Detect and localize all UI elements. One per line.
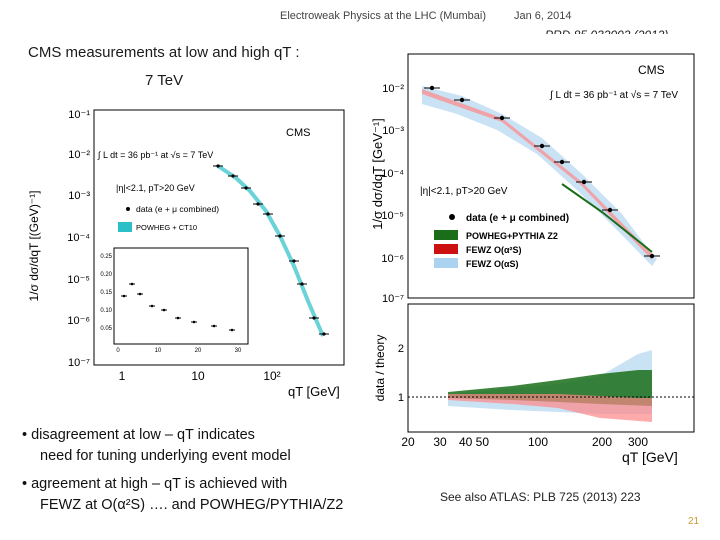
right-plot: 1/σ dσ/dqT [GeV⁻¹] data / theory qT [GeV…	[362, 34, 702, 474]
left-ytick: 10⁻⁶	[67, 315, 90, 327]
inset-ytick: 0.15	[100, 290, 112, 296]
left-xtick: 10²	[263, 369, 280, 383]
left-cms-label: CMS	[286, 127, 310, 139]
inset-xtick: 10	[155, 348, 162, 354]
header-event: Electroweak Physics at the LHC (Mumbai)	[280, 10, 487, 22]
right-legend-data: data (e + μ combined)	[466, 213, 569, 224]
left-xtick: 10	[191, 369, 205, 383]
left-data-points	[213, 164, 329, 336]
right-ylabel: 1/σ dσ/dqT [GeV⁻¹]	[370, 118, 385, 230]
right-legend-fewz2: FEWZ O(α²S)	[466, 245, 522, 255]
bullet-1-line2: need for tuning underlying event model	[40, 448, 291, 464]
header-date: Jan 6, 2014	[514, 10, 572, 22]
left-xtick: 1	[119, 369, 126, 383]
left-ylabel: 1/σ dσ/dqT [(GeV)⁻¹]	[27, 191, 41, 302]
bullet-2-line1: • agreement at high – qT is achieved wit…	[22, 476, 288, 492]
inset-xtick: 20	[195, 348, 202, 354]
left-plot: 1/σ dσ/dqT [(GeV)⁻¹] qT [GeV] 10⁻¹ 10⁻² …	[18, 96, 352, 408]
right-data-points	[424, 85, 660, 259]
right-ytick: 10⁻⁴	[381, 168, 404, 180]
left-plot-svg: 1/σ dσ/dqT [(GeV)⁻¹] qT [GeV] 10⁻¹ 10⁻² …	[27, 109, 345, 399]
right-legend-powheg: POWHEG+PYTHIA Z2	[466, 231, 558, 241]
right-ratio-fewz2-band	[448, 394, 652, 422]
left-cuts: |η|<2.1, pT>20 GeV	[116, 183, 195, 193]
right-ratio-ylabel: data / theory	[373, 335, 387, 402]
right-xtick: 20	[401, 435, 415, 449]
right-ratio-ytick: 1	[398, 392, 404, 404]
left-legend-powheg: POWHEG + CT10	[136, 223, 197, 232]
right-ratio-ytick: 2	[398, 343, 404, 355]
right-legend-data-marker	[449, 214, 455, 220]
slide-title: CMS measurements at low and high qT :	[28, 44, 300, 61]
left-powheg-band	[216, 164, 325, 337]
left-legend-data-marker	[126, 207, 130, 211]
inset-ytick: 0.10	[100, 308, 112, 314]
left-plot-frame	[93, 109, 345, 366]
right-cms-label: CMS	[638, 63, 665, 77]
right-legend-powheg-swatch	[434, 230, 458, 240]
right-xtick: 200	[592, 435, 612, 449]
right-xtick: 30	[433, 435, 447, 449]
inset-xtick: 30	[235, 348, 242, 354]
left-legend-data: data (e + μ combined)	[136, 204, 219, 214]
right-xtick: 300	[628, 435, 648, 449]
right-ratio-frame	[407, 303, 695, 433]
right-powheg-curve	[561, 183, 653, 253]
right-fewz1-band	[422, 86, 657, 266]
inset-ytick: 0.20	[100, 272, 112, 278]
bullet-2-line2: FEWZ at O(α²S) …. and POWHEG/PYTHIA/Z2	[40, 497, 344, 513]
right-ytick: 10⁻⁶	[381, 253, 404, 265]
inset-ytick: 0.25	[100, 254, 112, 260]
right-xtick: 100	[528, 435, 548, 449]
right-lumi: ∫ L dt = 36 pb⁻¹ at √s = 7 TeV	[549, 89, 678, 101]
right-legend-fewz1-swatch	[434, 258, 458, 268]
right-ytick: 10⁻²	[382, 83, 404, 95]
left-xlabel: qT [GeV]	[288, 384, 340, 399]
left-legend-powheg-swatch	[118, 222, 132, 232]
right-ytick: 10⁻³	[382, 125, 404, 137]
left-lumi: ∫ L dt = 36 pb⁻¹ at √s = 7 TeV	[97, 150, 213, 160]
right-main-frame	[407, 53, 695, 299]
left-ytick: 10⁻²	[68, 149, 90, 161]
right-xlabel: qT [GeV]	[622, 449, 678, 465]
right-ytick: 10⁻⁵	[381, 210, 404, 222]
inset-xtick: 0	[116, 348, 120, 354]
right-ytick: 10⁻⁷	[382, 293, 404, 305]
right-xtick: 40 50	[459, 435, 489, 449]
left-inset-points	[121, 282, 235, 332]
inset-ytick: 0.05	[100, 326, 112, 332]
left-ytick: 10⁻³	[68, 190, 90, 202]
energy-label: 7 TeV	[145, 72, 184, 89]
right-cuts: |η|<2.1, pT>20 GeV	[420, 186, 508, 197]
right-legend-fewz1: FEWZ O(αS)	[466, 259, 519, 269]
right-plot-svg: 1/σ dσ/dqT [GeV⁻¹] data / theory qT [GeV…	[370, 53, 695, 465]
left-ytick: 10⁻¹	[68, 109, 90, 121]
right-legend-fewz2-swatch	[434, 244, 458, 254]
left-ytick: 10⁻⁴	[67, 232, 90, 244]
left-inset-frame	[113, 247, 249, 345]
page-number: 21	[688, 516, 700, 527]
see-also: See also ATLAS: PLB 725 (2013) 223	[440, 490, 641, 504]
left-ytick: 10⁻⁵	[67, 274, 90, 286]
left-ytick: 10⁻⁷	[68, 357, 90, 369]
bullet-1-line1: • disagreement at low – qT indicates	[22, 427, 255, 443]
